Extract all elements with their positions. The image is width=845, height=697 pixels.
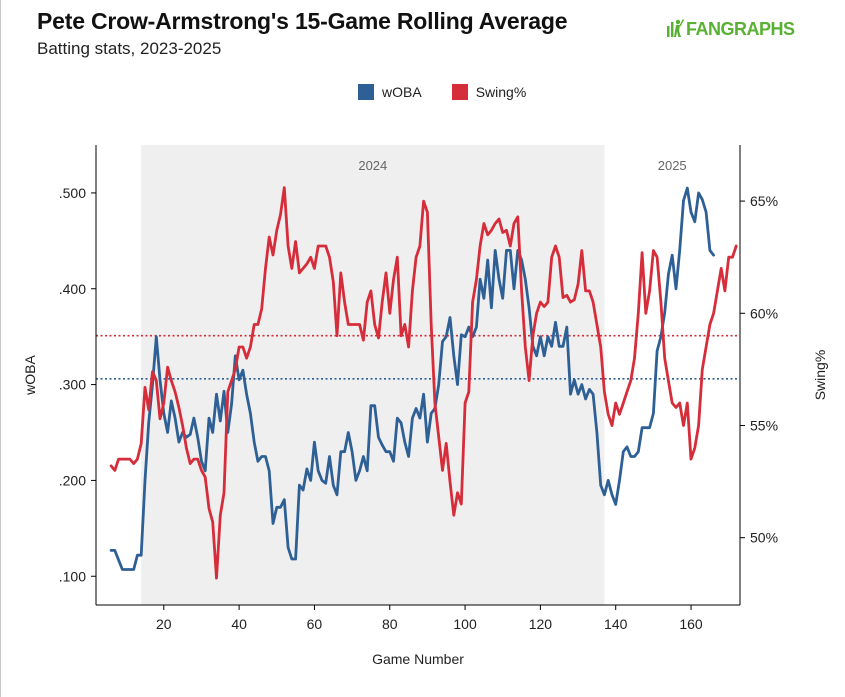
series-line-woba xyxy=(109,186,715,571)
x-tick-label: 60 xyxy=(307,616,323,632)
x-tick-label: 120 xyxy=(529,616,553,632)
y-right-tick-label: 60% xyxy=(750,305,778,321)
x-tick-label: 20 xyxy=(156,616,172,632)
season-label-2025: 2025 xyxy=(658,158,687,173)
x-tick-label: 160 xyxy=(679,616,703,632)
legend-entry-swing: Swing% xyxy=(451,84,527,100)
y-axis-left-label: wOBA xyxy=(22,355,38,396)
x-tick-label: 40 xyxy=(231,616,247,632)
y-right-tick-label: 50% xyxy=(750,530,778,546)
batter-icon xyxy=(667,19,684,37)
series-line-swing xyxy=(109,186,738,580)
fangraphs-logo: FANGRAPHS xyxy=(666,18,795,40)
legend-swatch-swing xyxy=(451,84,468,100)
y-left-tick-label: .200 xyxy=(59,472,86,488)
x-axis-label: Game Number xyxy=(372,651,464,667)
x-tick-label: 80 xyxy=(382,616,398,632)
y-left-tick-label: .100 xyxy=(59,568,86,584)
legend-swatch-woba xyxy=(358,84,374,100)
y-right-tick-label: 65% xyxy=(750,193,778,209)
y-right-tick-label: 55% xyxy=(750,417,778,433)
y-left-tick-label: .300 xyxy=(59,377,86,393)
x-tick-label: 100 xyxy=(453,616,477,632)
y-left-tick-label: .500 xyxy=(59,185,86,201)
legend-label-swing: Swing% xyxy=(475,84,527,100)
x-tick-label: 140 xyxy=(604,616,628,632)
left-border xyxy=(0,0,1,697)
legend-entry-woba: wOBA xyxy=(358,84,422,100)
legend: wOBA Swing% xyxy=(358,84,556,100)
season-band-2024 xyxy=(141,145,605,605)
y-axis-right-label: Swing% xyxy=(812,350,828,401)
legend-label-woba: wOBA xyxy=(382,84,422,100)
chart-title: Pete Crow-Armstrong's 15-Game Rolling Av… xyxy=(37,8,568,34)
chart-subtitle: Batting stats, 2023-2025 xyxy=(37,39,222,58)
season-label-2024: 2024 xyxy=(358,158,387,173)
y-left-tick-label: .400 xyxy=(59,281,86,297)
logo-text: FANGRAPHS xyxy=(686,18,795,39)
